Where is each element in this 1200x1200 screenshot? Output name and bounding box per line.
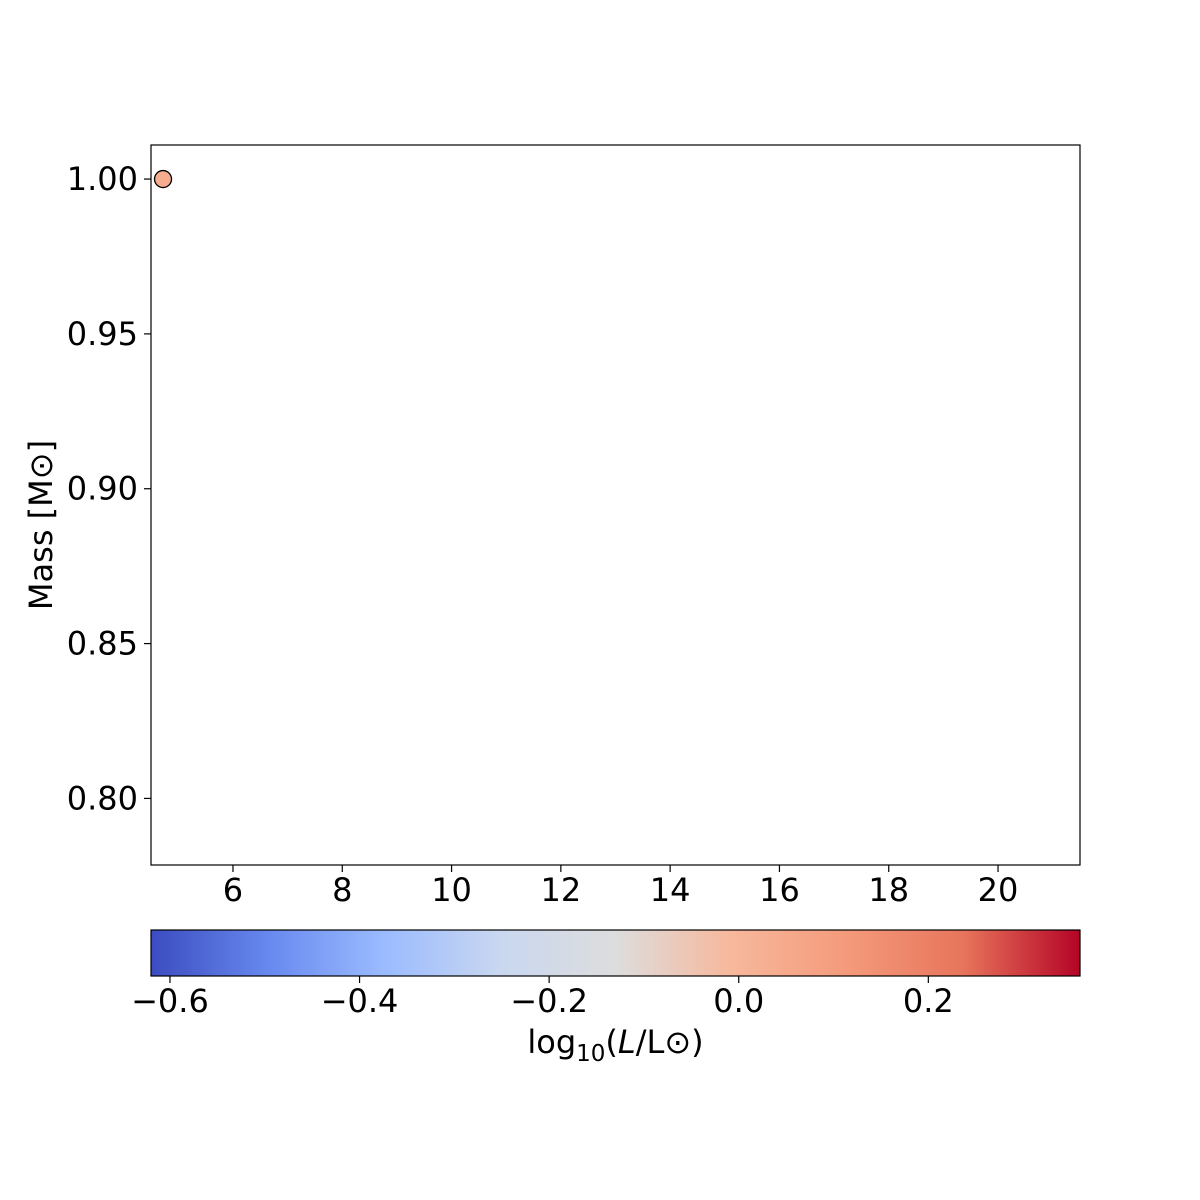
x-tick-label: 14 <box>650 871 691 909</box>
colorbar-ticks: −0.6 −0.4 −0.2 0.0 0.2 <box>131 976 954 1020</box>
x-tick-label: 18 <box>868 871 909 909</box>
colorbar-label: log10(L/L⊙) <box>527 1023 703 1067</box>
colorbar-tick-label: 0.0 <box>713 982 764 1020</box>
y-tick-label: 0.80 <box>67 779 138 817</box>
colorbar-tick-label: 0.2 <box>903 982 954 1020</box>
colorbar-label-rest: /L⊙) <box>636 1023 704 1061</box>
colorbar-label-italic: L <box>618 1023 636 1061</box>
x-tick-label: 8 <box>332 871 352 909</box>
y-tick-label: 0.85 <box>67 625 138 663</box>
plot-frame <box>150 144 1081 866</box>
colorbar-label-open: ( <box>605 1023 617 1061</box>
y-tick-label: 1.00 <box>67 160 138 198</box>
plot-area: 6 8 10 12 14 16 18 20 0.80 0.85 0.90 0.95 1.00 <box>67 144 1081 909</box>
colorbar-tick-label: −0.4 <box>321 982 399 1020</box>
colorbar-tick-label: −0.6 <box>131 982 209 1020</box>
colorbar-label-log: log <box>527 1023 576 1061</box>
colorbar-gradient <box>150 929 1081 977</box>
colorbar-label-subscript: 10 <box>576 1041 605 1067</box>
y-tick-label: 0.95 <box>67 315 138 353</box>
data-point <box>153 169 173 189</box>
y-axis-ticks: 0.80 0.85 0.90 0.95 1.00 <box>67 160 151 817</box>
x-tick-label: 10 <box>431 871 472 909</box>
data-points <box>153 169 173 189</box>
x-tick-label: 12 <box>540 871 581 909</box>
x-tick-label: 6 <box>223 871 243 909</box>
x-tick-label: 16 <box>759 871 800 909</box>
y-axis-label: Mass [M⊙] <box>22 440 60 610</box>
colorbar: −0.6 −0.4 −0.2 0.0 0.2 log10(L/L⊙) <box>131 929 1081 1067</box>
colorbar-tick-label: −0.2 <box>510 982 588 1020</box>
x-axis-ticks: 6 8 10 12 14 16 18 20 <box>223 865 1019 909</box>
x-tick-label: 20 <box>978 871 1019 909</box>
y-tick-label: 0.90 <box>67 470 138 508</box>
